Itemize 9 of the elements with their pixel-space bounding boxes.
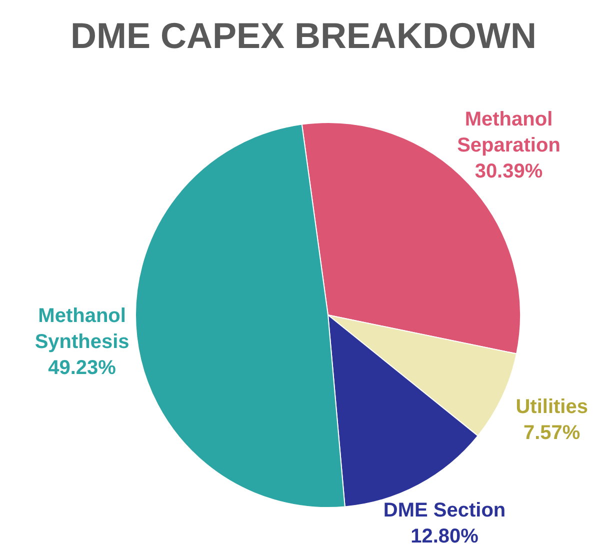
slice-label: DME Section xyxy=(383,500,506,522)
slice-label: Utilities xyxy=(516,396,588,418)
data-label: 49.23% xyxy=(48,357,116,380)
data-label: 12.80% xyxy=(410,526,479,548)
data-label: 30.39% xyxy=(474,160,543,182)
data-label: 7.57% xyxy=(524,422,580,444)
slice-label: Methanol Synthesis xyxy=(34,305,130,354)
chart-title: DME CAPEX BREAKDOWN xyxy=(70,14,537,56)
slice-label: Methanol Separation xyxy=(457,108,560,156)
